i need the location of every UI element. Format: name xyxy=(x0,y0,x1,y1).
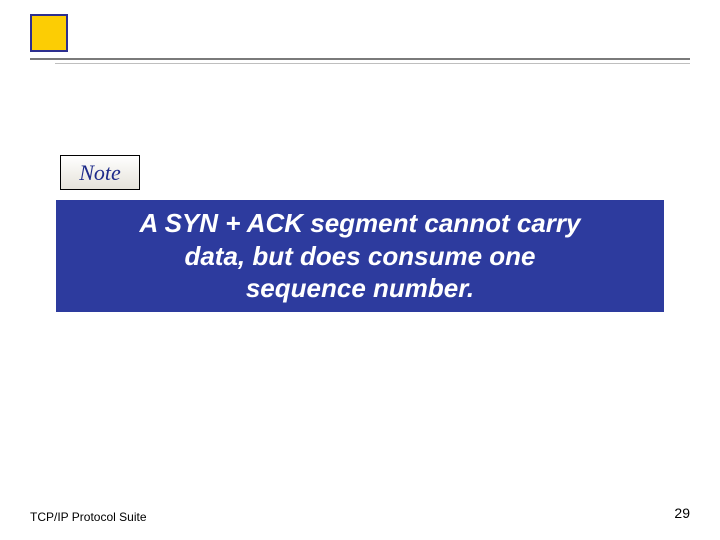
page-number: 29 xyxy=(660,505,690,521)
footer-title: TCP/IP Protocol Suite xyxy=(30,510,147,524)
header-square xyxy=(30,14,68,52)
callout-line-3: sequence number. xyxy=(246,273,474,303)
callout-box: A SYN + ACK segment cannot carry data, b… xyxy=(56,200,664,312)
header-rule-light xyxy=(55,63,690,64)
callout-line-2: data, but does consume one xyxy=(184,241,535,271)
note-label: Note xyxy=(79,160,121,186)
callout-text: A SYN + ACK segment cannot carry data, b… xyxy=(140,207,581,305)
callout-line-1: A SYN + ACK segment cannot carry xyxy=(140,208,581,238)
header-rule-dark xyxy=(30,58,690,60)
note-box: Note xyxy=(60,155,140,190)
slide: Note A SYN + ACK segment cannot carry da… xyxy=(0,0,720,540)
